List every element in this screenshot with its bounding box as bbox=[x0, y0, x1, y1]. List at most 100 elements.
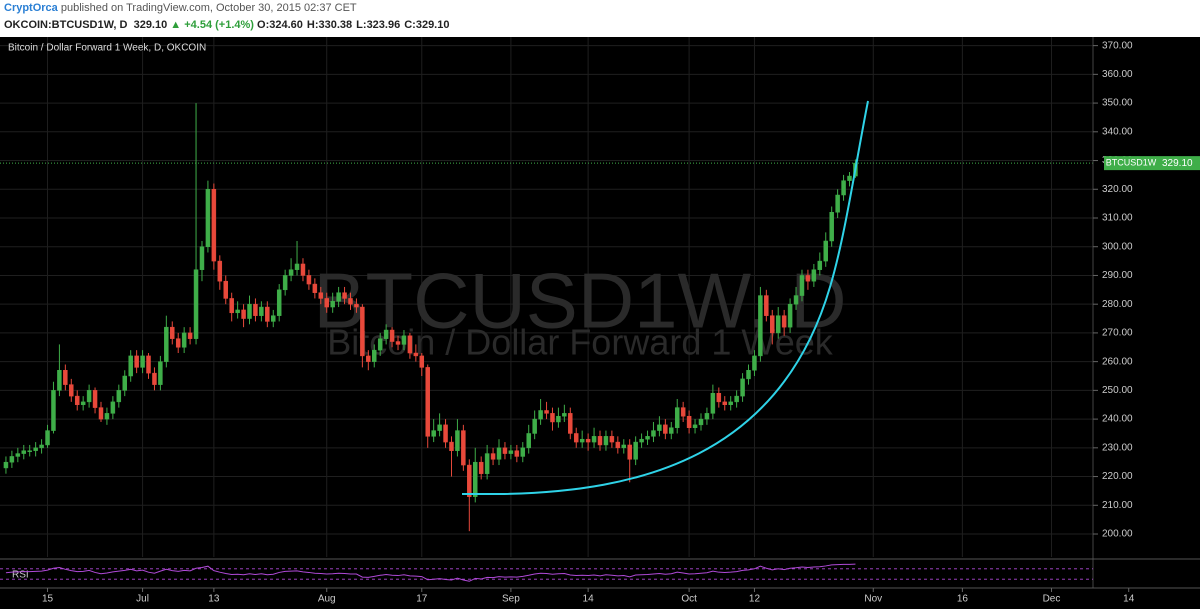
candle-body bbox=[306, 275, 312, 285]
candle-body bbox=[407, 335, 413, 354]
ohlc-value: 329.10 bbox=[415, 19, 450, 31]
candle-body bbox=[651, 430, 656, 437]
candle-body bbox=[271, 315, 276, 322]
candle-body bbox=[419, 355, 425, 368]
candle-body bbox=[704, 413, 710, 420]
candle-body bbox=[805, 275, 811, 282]
candle-body bbox=[372, 349, 377, 362]
ohlc: O:324.60 H:330.38 L:323.96 C:329.10 bbox=[257, 19, 453, 31]
candle-body bbox=[710, 392, 716, 414]
watermark-symbol: BTCUSD1W, D bbox=[313, 257, 846, 345]
candle-body bbox=[51, 390, 56, 431]
candle-body bbox=[377, 338, 383, 351]
candle-body bbox=[170, 326, 175, 339]
publish-info: published on TradingView.com, October 30… bbox=[60, 2, 357, 14]
price: 329.10 bbox=[133, 19, 168, 31]
x-tick-label: Aug bbox=[318, 594, 336, 605]
rsi-pane: RSI bbox=[0, 558, 1200, 582]
candle-body bbox=[621, 444, 627, 449]
ohlc-key: O: bbox=[257, 19, 270, 31]
candle-body bbox=[235, 309, 240, 314]
candle-body bbox=[152, 372, 157, 385]
candle-body bbox=[680, 407, 686, 417]
ohlc-value: 323.96 bbox=[366, 19, 401, 31]
candle-body bbox=[562, 413, 567, 417]
candle-body bbox=[330, 301, 335, 308]
candle-body bbox=[63, 370, 68, 385]
candle-body bbox=[21, 450, 27, 454]
author-link[interactable]: CryptOrca bbox=[4, 2, 58, 14]
candle-body bbox=[591, 436, 597, 443]
candle-body bbox=[360, 306, 365, 357]
candle-body bbox=[92, 390, 98, 408]
candle-body bbox=[122, 375, 128, 391]
ohlc-key: L: bbox=[356, 19, 367, 31]
candle-body bbox=[69, 384, 74, 397]
x-tick-label: Oct bbox=[681, 594, 697, 605]
candle-body bbox=[3, 461, 9, 469]
drawn-curve bbox=[462, 100, 869, 495]
candle-body bbox=[288, 269, 294, 276]
candle-body bbox=[241, 309, 246, 319]
candle-body bbox=[472, 461, 478, 497]
candle-body bbox=[437, 424, 442, 431]
candle-body bbox=[259, 306, 264, 316]
y-tick-label: 200.00 bbox=[1102, 529, 1133, 540]
y-tick-label: 210.00 bbox=[1102, 500, 1133, 511]
candle-body bbox=[389, 329, 395, 342]
candle-body bbox=[669, 427, 674, 434]
candle-body bbox=[205, 189, 211, 247]
ohlc-key: H: bbox=[306, 19, 319, 31]
candle-body bbox=[544, 410, 549, 414]
candle-body bbox=[526, 433, 531, 449]
candle-body bbox=[294, 263, 300, 270]
x-tick-label: 13 bbox=[208, 594, 220, 605]
candle-body bbox=[829, 211, 834, 242]
y-tick-label: 220.00 bbox=[1102, 471, 1133, 482]
candle-body bbox=[799, 275, 805, 296]
candle-body bbox=[211, 189, 217, 262]
candle-body bbox=[722, 401, 728, 405]
candle-body bbox=[811, 269, 817, 282]
candle-body bbox=[247, 303, 252, 319]
candle-body bbox=[740, 378, 745, 397]
candle-body bbox=[663, 424, 668, 434]
candle-body bbox=[199, 246, 205, 270]
y-tick-label: 230.00 bbox=[1102, 442, 1133, 453]
candle-body bbox=[550, 413, 555, 423]
candle-body bbox=[276, 289, 282, 316]
candle-body bbox=[164, 326, 169, 362]
candle-body bbox=[217, 260, 223, 282]
candle-body bbox=[175, 338, 181, 348]
symbol-tag: BTCUSD1W bbox=[1106, 157, 1157, 167]
candle-body bbox=[787, 303, 793, 328]
candle-body bbox=[449, 441, 454, 451]
candle-body bbox=[318, 292, 324, 299]
chart: BTCUSD1W, D Bitcoin / Dollar Forward 1 W… bbox=[0, 37, 1200, 609]
header: CryptOrca published on TradingView.com, … bbox=[0, 0, 1200, 37]
candle-body bbox=[336, 292, 341, 302]
candle-body bbox=[793, 295, 799, 305]
candle-body bbox=[645, 436, 650, 440]
ohlc-value: 324.60 bbox=[269, 19, 303, 31]
candle-body bbox=[467, 464, 472, 497]
symbol: OKCOIN:BTCUSD1W, D bbox=[4, 19, 128, 31]
candle-body bbox=[9, 456, 15, 463]
candle-body bbox=[116, 390, 122, 403]
candle-body bbox=[413, 352, 419, 357]
candle-body bbox=[395, 341, 401, 345]
candle-body bbox=[223, 280, 228, 299]
candle-body bbox=[478, 461, 484, 474]
candle-body bbox=[300, 263, 306, 276]
candle-body bbox=[532, 418, 537, 434]
candle-body bbox=[520, 447, 526, 457]
candle-body bbox=[556, 415, 561, 423]
candle-body bbox=[455, 430, 460, 451]
candle-body bbox=[603, 436, 609, 446]
candle-body bbox=[752, 355, 757, 371]
candle-body bbox=[15, 453, 21, 457]
candle-body bbox=[657, 424, 662, 431]
candle-body bbox=[104, 413, 110, 420]
y-tick-label: 370.00 bbox=[1102, 40, 1133, 51]
